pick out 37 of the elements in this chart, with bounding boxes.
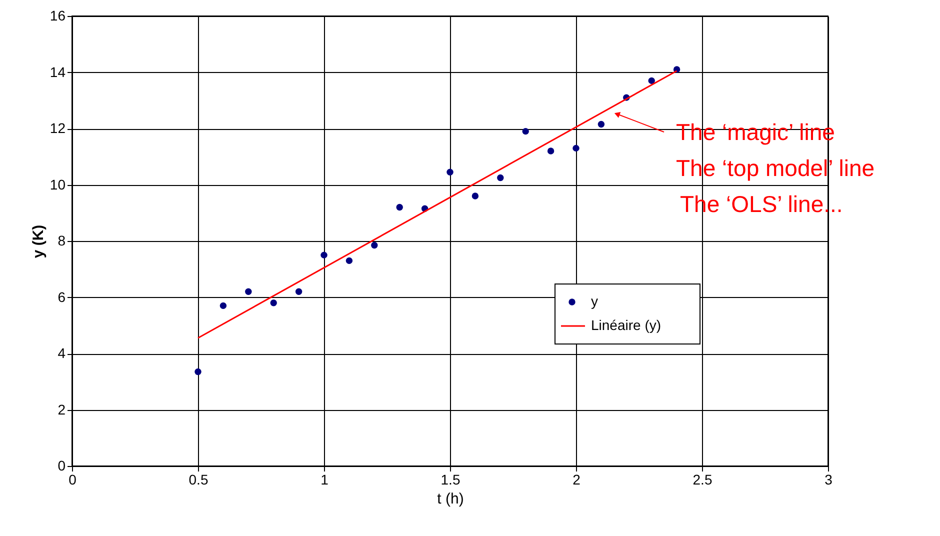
point xyxy=(547,148,554,154)
y-tick-label: 10 xyxy=(50,176,66,192)
y-tick-label: 16 xyxy=(50,8,66,24)
y-tick-label: 8 xyxy=(58,232,66,248)
y-tick-label: 4 xyxy=(58,345,66,361)
point xyxy=(270,300,277,306)
point xyxy=(446,168,454,176)
point xyxy=(320,252,328,258)
point xyxy=(472,192,479,200)
point xyxy=(522,128,529,135)
point xyxy=(346,257,353,264)
point xyxy=(648,77,655,84)
x-tick-label: 1.5 xyxy=(440,472,460,488)
point xyxy=(371,242,378,249)
point xyxy=(572,144,580,152)
point xyxy=(220,302,227,310)
y-tick-label: 14 xyxy=(50,64,66,80)
x-axis-title: t (h) xyxy=(437,490,464,508)
legend-label: Linéaire (y) xyxy=(591,317,662,333)
y-axis-title: y (K) xyxy=(30,224,47,258)
point xyxy=(245,288,252,295)
y-tick-label: 6 xyxy=(58,288,66,305)
x-tick-label: 2.5 xyxy=(692,472,712,488)
y-tick-label: 12 xyxy=(50,120,66,136)
x-tick-label: 0 xyxy=(68,472,77,488)
y-tick-label: 0 xyxy=(58,458,66,474)
point xyxy=(497,174,504,182)
point xyxy=(194,368,202,376)
x-tick-label: 0.5 xyxy=(188,472,208,488)
x-tick-label: 1 xyxy=(320,472,329,488)
point xyxy=(396,204,403,211)
point xyxy=(598,120,605,128)
x-tick-label: 2 xyxy=(572,472,581,488)
point xyxy=(295,288,302,295)
y-tick-label: 2 xyxy=(58,401,66,418)
x-tick-label: 3 xyxy=(824,472,833,488)
legend-label: y xyxy=(591,293,598,309)
